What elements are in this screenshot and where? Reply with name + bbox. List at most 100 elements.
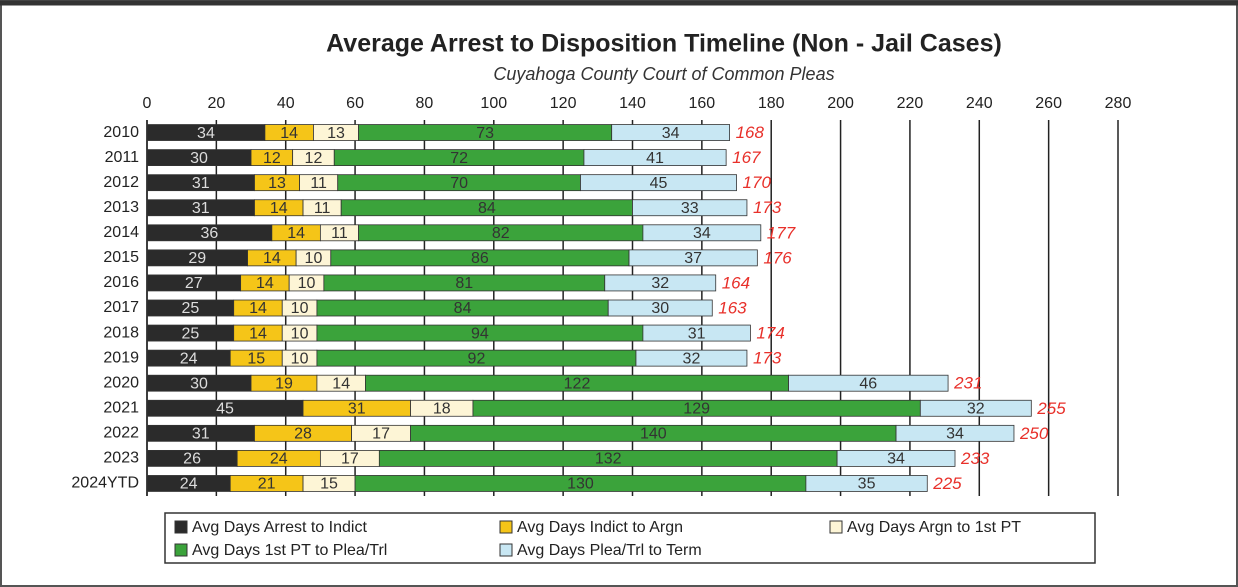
bar-segment <box>635 349 748 367</box>
legend-swatch <box>499 543 513 557</box>
segment-label: 37 <box>684 250 702 267</box>
legend-swatch <box>174 520 188 534</box>
bar-segment <box>642 224 762 242</box>
x-tick-label: 200 <box>827 95 854 112</box>
legend-swatch <box>499 520 513 534</box>
legend-swatch <box>829 520 843 534</box>
legend-label: Avg Days Arrest to Indict <box>192 519 367 536</box>
x-tick-label: 220 <box>897 95 924 112</box>
segment-label: 25 <box>181 300 199 317</box>
total-label: 168 <box>736 123 765 142</box>
segment-label: 24 <box>270 451 288 468</box>
segment-label: 84 <box>454 300 472 317</box>
y-tick-label: 2023 <box>103 450 139 467</box>
segment-label: 31 <box>192 200 210 217</box>
segment-label: 130 <box>567 476 594 493</box>
x-tick-label: 0 <box>143 95 152 112</box>
y-tick-label: 2021 <box>103 399 139 416</box>
y-tick-label: 2012 <box>103 174 139 191</box>
segment-label: 14 <box>249 300 267 317</box>
total-label: 163 <box>718 298 747 317</box>
x-tick-label: 260 <box>1035 95 1062 112</box>
segment-label: 10 <box>298 275 316 292</box>
total-label: 250 <box>1019 424 1049 443</box>
bar-segment <box>836 449 956 467</box>
total-label: 176 <box>763 248 792 267</box>
segment-label: 13 <box>268 175 286 192</box>
x-tick-label: 140 <box>619 95 646 112</box>
segment-label: 31 <box>192 426 210 443</box>
segment-label: 24 <box>180 350 198 367</box>
segment-label: 81 <box>455 275 473 292</box>
total-label: 173 <box>753 349 782 368</box>
segment-label: 31 <box>348 400 366 417</box>
segment-label: 73 <box>476 125 494 142</box>
bar-segment <box>632 199 748 217</box>
segment-label: 14 <box>280 125 298 142</box>
segment-label: 19 <box>275 375 293 392</box>
bar-segment <box>895 424 1015 442</box>
x-tick-label: 100 <box>480 95 507 112</box>
segment-label: 34 <box>887 451 905 468</box>
bar-segment <box>607 299 713 317</box>
segment-label: 10 <box>291 300 309 317</box>
segment-label: 14 <box>256 275 274 292</box>
segment-label: 10 <box>305 250 323 267</box>
y-tick-label: 2013 <box>103 199 139 216</box>
segment-label: 34 <box>946 426 964 443</box>
segment-label: 32 <box>683 350 701 367</box>
segment-label: 140 <box>640 426 667 443</box>
segment-label: 32 <box>651 275 669 292</box>
bar-segment <box>583 149 727 167</box>
legend-label: Avg Days Indict to Argn <box>517 519 683 536</box>
segment-label: 12 <box>305 150 323 167</box>
y-tick-label: 2017 <box>103 299 139 316</box>
segment-label: 122 <box>564 375 591 392</box>
segment-label: 84 <box>478 200 496 217</box>
segment-label: 14 <box>263 250 281 267</box>
x-tick-label: 120 <box>550 95 577 112</box>
legend-swatch <box>174 543 188 557</box>
segment-label: 17 <box>372 426 390 443</box>
chart-subtitle: Cuyahoga County Court of Common Pleas <box>493 64 834 84</box>
total-label: 173 <box>753 198 782 217</box>
segment-label: 36 <box>201 225 219 242</box>
y-tick-label: 2011 <box>105 149 140 166</box>
x-tick-label: 240 <box>966 95 993 112</box>
y-tick-label: 2024YTD <box>71 475 139 492</box>
segment-label: 28 <box>294 426 312 443</box>
segment-label: 10 <box>291 325 309 342</box>
segment-label: 30 <box>190 375 208 392</box>
x-tick-label: 280 <box>1105 95 1132 112</box>
total-label: 174 <box>756 324 784 343</box>
segment-label: 15 <box>320 476 338 493</box>
segment-label: 14 <box>332 375 350 392</box>
segment-label: 86 <box>471 250 489 267</box>
segment-label: 35 <box>858 476 876 493</box>
legend-label: Avg Days Argn to 1st PT <box>847 519 1021 536</box>
segment-label: 15 <box>247 350 265 367</box>
bar-segment <box>628 249 758 267</box>
y-tick-label: 2022 <box>103 425 139 442</box>
bar-segment <box>919 399 1032 417</box>
segment-label: 41 <box>646 150 664 167</box>
segment-label: 34 <box>197 125 215 142</box>
segment-label: 34 <box>662 125 680 142</box>
y-tick-label: 2016 <box>103 274 139 291</box>
segment-label: 32 <box>967 400 985 417</box>
x-tick-label: 180 <box>758 95 785 112</box>
segment-label: 30 <box>190 150 208 167</box>
segment-label: 31 <box>688 325 706 342</box>
y-tick-label: 2020 <box>103 374 139 391</box>
bar-segment <box>580 174 737 192</box>
total-label: 177 <box>767 223 796 242</box>
total-label: 167 <box>732 148 761 167</box>
x-tick-label: 60 <box>346 95 364 112</box>
segment-label: 34 <box>693 225 711 242</box>
segment-label: 132 <box>595 451 622 468</box>
total-label: 225 <box>932 474 962 493</box>
chart-title: Average Arrest to Disposition Timeline (… <box>326 30 1002 58</box>
segment-label: 33 <box>681 200 699 217</box>
